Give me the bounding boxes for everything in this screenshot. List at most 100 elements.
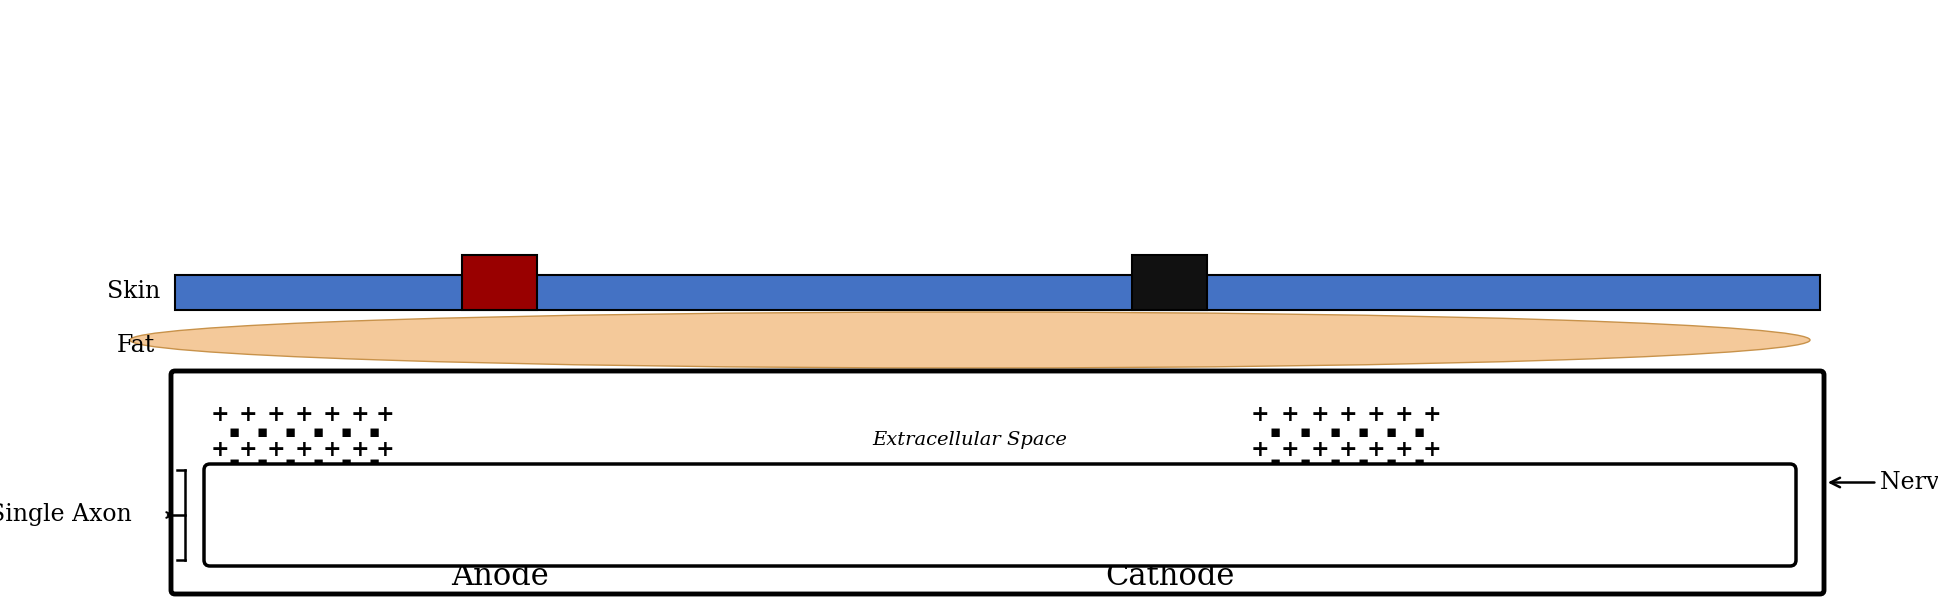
Bar: [1132, 255, 1207, 310]
Text: +: +: [1366, 439, 1386, 461]
Text: +: +: [1395, 439, 1413, 461]
Text: ▪: ▪: [391, 473, 403, 491]
Text: ▪: ▪: [1463, 509, 1475, 527]
Text: ▪: ▪: [357, 473, 368, 491]
Text: ▪: ▪: [1424, 509, 1436, 527]
Text: ▪: ▪: [341, 454, 351, 472]
Text: +: +: [351, 439, 370, 461]
Text: ▪: ▪: [322, 509, 333, 527]
Text: +: +: [266, 489, 285, 511]
Text: +: +: [1422, 404, 1442, 426]
Text: +: +: [405, 489, 424, 511]
Text: +: +: [351, 404, 370, 426]
Text: ▪: ▪: [1386, 423, 1397, 441]
Text: ▪: ▪: [1312, 473, 1322, 491]
Text: +: +: [1339, 439, 1357, 461]
Text: +: +: [1250, 439, 1269, 461]
Text: ▪: ▪: [312, 454, 324, 472]
Text: ▪: ▪: [229, 423, 240, 441]
Ellipse shape: [130, 312, 1810, 368]
Text: ▪: ▪: [1298, 423, 1310, 441]
Text: Skin: Skin: [107, 280, 161, 303]
Text: +: +: [376, 404, 393, 426]
Text: +: +: [1250, 489, 1269, 511]
Text: ▪: ▪: [1413, 454, 1424, 472]
Text: +: +: [1250, 404, 1269, 426]
Text: Single Axon: Single Axon: [0, 504, 132, 527]
Text: ▪: ▪: [1298, 454, 1310, 472]
Text: +: +: [1281, 439, 1298, 461]
Text: ▪: ▪: [312, 423, 324, 441]
Text: ▪: ▪: [229, 454, 240, 472]
Text: ▪: ▪: [1312, 509, 1322, 527]
Text: +: +: [1364, 489, 1384, 511]
Text: ▪: ▪: [287, 473, 298, 491]
Text: ▪: ▪: [1357, 454, 1368, 472]
Text: ▪: ▪: [1357, 423, 1368, 441]
Text: Extracellular Space: Extracellular Space: [872, 431, 1068, 449]
Text: ▪: ▪: [322, 473, 333, 491]
Text: (+): (+): [481, 537, 519, 560]
Text: ▪: ▪: [1273, 509, 1285, 527]
Text: +: +: [1328, 489, 1345, 511]
Text: +: +: [238, 404, 258, 426]
Text: +: +: [324, 404, 341, 426]
Text: +: +: [370, 489, 390, 511]
Text: +: +: [1310, 404, 1329, 426]
Text: ▪: ▪: [1329, 454, 1341, 472]
Text: ▪: ▪: [341, 423, 351, 441]
Text: (−): (−): [1149, 537, 1190, 560]
Text: +: +: [1403, 489, 1421, 511]
Text: ▪: ▪: [391, 509, 403, 527]
Text: ▪: ▪: [285, 454, 297, 472]
Text: ▪: ▪: [1424, 473, 1436, 491]
Text: +: +: [231, 489, 250, 511]
Text: ▪: ▪: [1349, 509, 1360, 527]
Text: Nerve Bundle: Nerve Bundle: [1831, 471, 1938, 494]
Text: +: +: [1422, 439, 1442, 461]
Text: +: +: [1339, 404, 1357, 426]
Text: ▪: ▪: [285, 423, 297, 441]
Text: ▪: ▪: [1269, 423, 1281, 441]
Text: +: +: [1479, 489, 1498, 511]
Text: +: +: [1281, 404, 1298, 426]
Text: ▪: ▪: [252, 509, 264, 527]
Text: +: +: [324, 439, 341, 461]
Text: +: +: [440, 489, 459, 511]
Text: +: +: [300, 489, 320, 511]
Text: +: +: [376, 439, 393, 461]
Text: ▪: ▪: [1329, 423, 1341, 441]
Text: +: +: [238, 439, 258, 461]
Text: +: +: [1440, 489, 1459, 511]
Text: Anode: Anode: [452, 561, 548, 592]
Text: ▪: ▪: [1386, 454, 1397, 472]
Bar: [174, 275, 1820, 310]
Text: ▪: ▪: [426, 509, 438, 527]
Text: ▪: ▪: [252, 473, 264, 491]
Text: ▪: ▪: [1463, 473, 1475, 491]
Text: ▪: ▪: [368, 454, 380, 472]
Text: +: +: [211, 439, 229, 461]
Text: ▪: ▪: [426, 473, 438, 491]
Text: ▪: ▪: [1388, 509, 1399, 527]
Text: +: +: [295, 404, 314, 426]
Text: Fat: Fat: [116, 333, 155, 356]
Text: +: +: [211, 404, 229, 426]
FancyBboxPatch shape: [203, 464, 1797, 566]
Text: ▪: ▪: [368, 423, 380, 441]
Text: +: +: [295, 439, 314, 461]
Text: +: +: [267, 404, 285, 426]
Bar: [463, 255, 537, 310]
Text: ▪: ▪: [1349, 473, 1360, 491]
Text: ▪: ▪: [1269, 454, 1281, 472]
Text: +: +: [1289, 489, 1308, 511]
Text: +: +: [267, 439, 285, 461]
Text: ▪: ▪: [256, 454, 267, 472]
Text: +: +: [1310, 439, 1329, 461]
Text: Intracellular Space: Intracellular Space: [876, 493, 1066, 511]
Text: ▪: ▪: [256, 423, 267, 441]
Text: ▪: ▪: [287, 509, 298, 527]
FancyBboxPatch shape: [171, 371, 1824, 594]
Text: +: +: [335, 489, 355, 511]
Text: ▪: ▪: [1388, 473, 1399, 491]
